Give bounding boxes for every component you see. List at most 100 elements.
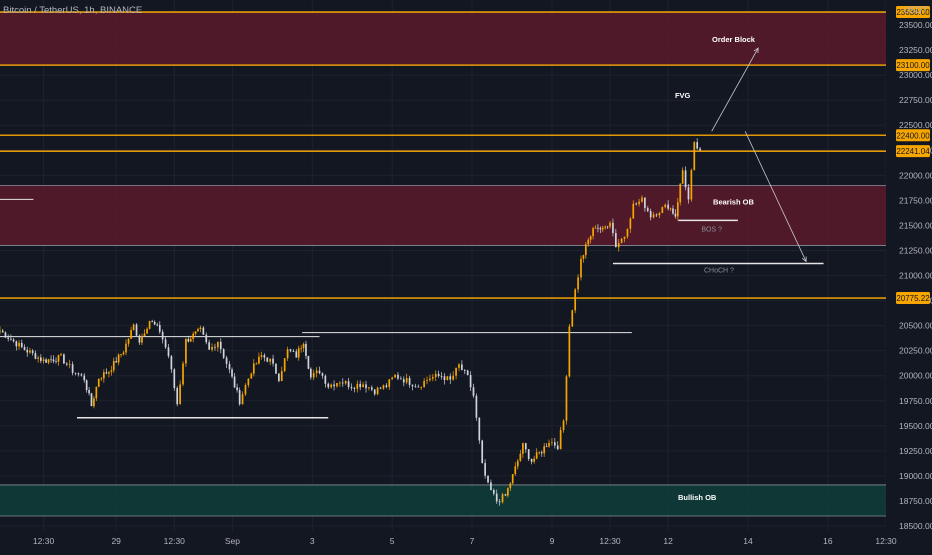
price-tick-label: 20500.00: [899, 321, 932, 331]
candle-body: [553, 442, 556, 446]
annotation-label[interactable]: FVG: [675, 91, 691, 100]
candle-body: [4, 332, 7, 338]
price-axis[interactable]: [886, 0, 932, 550]
candle-body: [606, 226, 609, 228]
candle-body: [194, 331, 197, 334]
candle-body: [222, 349, 225, 358]
candle-body: [244, 385, 247, 395]
candle-body: [74, 372, 77, 374]
price-tick-label: 18500.00: [899, 521, 932, 531]
candle-body: [612, 222, 614, 234]
candle-body: [466, 370, 469, 376]
candle-body: [158, 324, 161, 332]
time-tick-label: 12:30: [875, 536, 897, 546]
candle-body: [394, 374, 396, 378]
candle-body: [295, 351, 298, 358]
candle-body: [167, 347, 170, 357]
price-label-box: [896, 6, 930, 19]
candle-body: [411, 384, 414, 387]
candle-body: [548, 442, 550, 447]
candle-body: [132, 324, 135, 331]
candle-body: [110, 370, 113, 372]
candle-body: [37, 357, 39, 359]
time-axis-ticks: 12:30 29 12:30 Sep 3 5 7 9 12:30 12 14 16 12:30: [33, 536, 897, 546]
candle-body: [359, 383, 362, 388]
candle-body: [47, 359, 50, 363]
candle-body: [286, 349, 289, 359]
candle-body: [315, 370, 318, 374]
candle-body: [577, 277, 579, 290]
candle-body: [658, 213, 661, 216]
price-axis-ticks: 18500.00 18750.00 19000.00 19250.00 19500.00…: [899, 20, 932, 531]
candle-body: [65, 363, 68, 365]
candle-body: [478, 417, 481, 441]
candle-body: [623, 236, 626, 239]
candle-body: [693, 142, 696, 171]
candle-body: [620, 238, 623, 243]
candle-body: [42, 359, 45, 361]
candle-body: [122, 352, 125, 355]
zone-resistance-top[interactable]: [0, 12, 886, 66]
annotation-label[interactable]: BOS ?: [701, 226, 722, 233]
annotation-label[interactable]: Order Block: [712, 35, 756, 44]
candle-body: [309, 368, 312, 378]
drawn-lines: [0, 47, 824, 419]
candle-body: [599, 228, 602, 230]
candle-body: [490, 482, 492, 490]
time-axis[interactable]: [0, 531, 932, 550]
candle-body: [217, 341, 219, 348]
candle-body: [173, 369, 176, 389]
candle-body: [289, 349, 292, 352]
candle-body: [559, 430, 562, 450]
candle-body: [120, 354, 122, 356]
candle-body: [635, 203, 638, 205]
candle-body: [370, 387, 373, 390]
candle-body: [533, 458, 535, 462]
candle-body: [302, 343, 305, 348]
candle-body: [34, 353, 37, 359]
candle-body: [551, 442, 553, 444]
candle-body: [199, 327, 202, 330]
annotation-label[interactable]: Bearish OB: [713, 197, 754, 206]
symbol-title: Bitcoin / TetherUS, 1h, BINANCE: [3, 5, 142, 16]
candle-body: [492, 489, 495, 494]
candle-body: [192, 333, 195, 339]
price-label-box: [896, 292, 930, 305]
candle-body: [312, 373, 315, 378]
level-lines: [0, 11, 886, 299]
time-tick-label: 16: [823, 536, 833, 546]
candle-body: [443, 376, 446, 381]
price-tick-label: 19000.00: [899, 471, 932, 481]
annotation-label[interactable]: Bullish OB: [678, 493, 717, 502]
candle-body: [97, 378, 100, 387]
candle-body: [376, 387, 379, 395]
candle-body: [382, 385, 385, 389]
candle-body: [266, 357, 269, 362]
candle-body: [601, 227, 604, 230]
candle-body: [373, 389, 376, 395]
candle-body: [429, 378, 431, 381]
candle-body: [397, 374, 399, 379]
candle-body: [667, 204, 669, 209]
arrow-line[interactable]: [744, 131, 807, 262]
candle-body: [233, 376, 236, 388]
candle-body: [20, 342, 23, 348]
zone-bullish-ob[interactable]: [0, 484, 886, 516]
candle-body: [83, 375, 86, 381]
zone-bearish-ob[interactable]: [0, 185, 886, 246]
annotation-label[interactable]: CHoCH ?: [704, 268, 734, 275]
candle-body: [208, 342, 211, 350]
candle-body: [614, 233, 617, 248]
candle-body: [327, 383, 330, 388]
candle-body: [405, 378, 408, 383]
candle-body: [258, 356, 260, 364]
candle-body: [176, 388, 179, 405]
time-tick-label: 12:30: [33, 536, 55, 546]
candle-body: [604, 226, 607, 228]
candle-body: [469, 375, 472, 388]
arrow-line[interactable]: [711, 47, 759, 132]
price-tick-label: 20250.00: [899, 346, 932, 356]
candle-body: [582, 255, 585, 259]
